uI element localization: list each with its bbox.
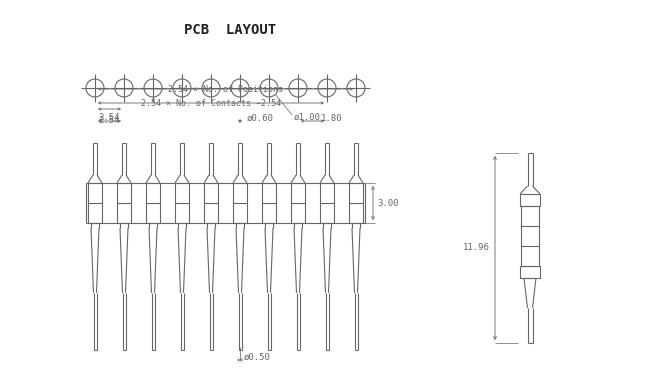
- Text: 2.54 × No. of Positions: 2.54 × No. of Positions: [168, 85, 283, 94]
- Bar: [175, 183, 189, 223]
- Bar: [320, 183, 334, 223]
- Bar: [349, 183, 363, 223]
- Bar: [204, 183, 218, 223]
- Text: ø1.00: ø1.00: [294, 113, 321, 121]
- Text: 3.00: 3.00: [377, 198, 398, 208]
- Bar: [520, 194, 540, 206]
- Text: ø0.50: ø0.50: [244, 353, 271, 362]
- Text: 2.54: 2.54: [99, 113, 120, 122]
- Text: PCB  LAYOUT: PCB LAYOUT: [184, 23, 276, 37]
- Bar: [520, 266, 540, 278]
- Bar: [521, 206, 539, 266]
- Bar: [291, 183, 305, 223]
- Bar: [262, 183, 276, 223]
- Bar: [117, 183, 131, 223]
- Text: ø0.60: ø0.60: [247, 114, 274, 123]
- Bar: [88, 183, 102, 223]
- Bar: [146, 183, 160, 223]
- Text: 1.80: 1.80: [320, 114, 342, 123]
- Text: 2.54: 2.54: [99, 116, 120, 125]
- Text: 2.54 × No. of Contacts −2.54: 2.54 × No. of Contacts −2.54: [141, 99, 281, 108]
- Bar: [233, 183, 247, 223]
- Text: 11.96: 11.96: [463, 243, 490, 253]
